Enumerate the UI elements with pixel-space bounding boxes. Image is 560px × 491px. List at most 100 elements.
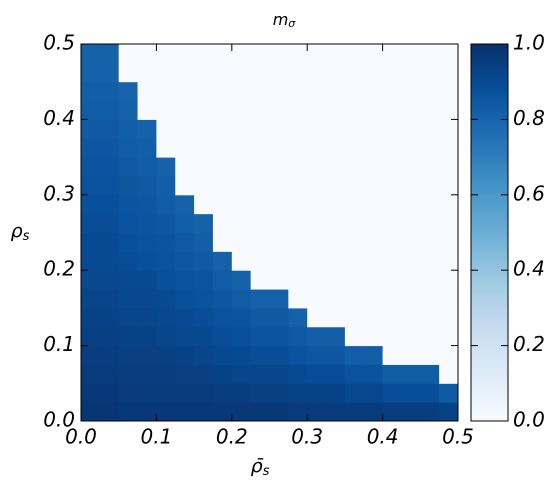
- heatmap-cell: [118, 345, 139, 365]
- heatmap-cell: [269, 251, 289, 271]
- heatmap-cell: [212, 289, 233, 309]
- heatmap-cell: [326, 62, 346, 83]
- heatmap-cell: [194, 81, 214, 102]
- heatmap-cell: [118, 232, 139, 252]
- heatmap-cell: [363, 62, 384, 83]
- heatmap-cell: [269, 100, 289, 120]
- heatmap-cell: [212, 175, 233, 196]
- heatmap-cell: [156, 307, 176, 328]
- heatmap-cell: [250, 289, 270, 309]
- heatmap-cell: [250, 364, 270, 384]
- heatmap-cell: [382, 251, 402, 271]
- heatmap-cell: [175, 157, 195, 177]
- heatmap-cell: [118, 157, 139, 177]
- heatmap-cell: [81, 194, 101, 215]
- heatmap-cell: [307, 307, 327, 328]
- heatmap-cell: [156, 194, 176, 215]
- heatmap-cell: [363, 232, 384, 252]
- heatmap-cell: [156, 270, 176, 290]
- heatmap-cell: [307, 175, 327, 196]
- heatmap-cell: [363, 100, 384, 120]
- heatmap-cell: [344, 270, 365, 290]
- heatmap-cell: [250, 138, 270, 158]
- heatmap-cell: [212, 270, 233, 290]
- heatmap-cell: [194, 402, 214, 422]
- heatmap-cell: [137, 383, 157, 403]
- heatmap-cell: [99, 100, 120, 120]
- heatmap-cell: [81, 345, 101, 365]
- x-tick-label: 0.2: [216, 425, 248, 449]
- heatmap-cell: [344, 251, 365, 271]
- heatmap-cell: [439, 326, 459, 347]
- heatmap-cell: [382, 157, 402, 177]
- heatmap-cell: [363, 213, 384, 233]
- heatmap-cell: [137, 289, 157, 309]
- heatmap-cell: [99, 213, 120, 233]
- heatmap-cell: [118, 326, 139, 347]
- heatmap-cell: [382, 175, 402, 196]
- heatmap-cell: [307, 270, 327, 290]
- heatmap-cell: [194, 232, 214, 252]
- heatmap-cell: [420, 157, 440, 177]
- heatmap-cell: [99, 289, 120, 309]
- heatmap-cell: [307, 213, 327, 233]
- heatmap-cell: [81, 326, 101, 347]
- heatmap-cell: [288, 119, 308, 139]
- heatmap-cell: [156, 44, 176, 64]
- heatmap-cell: [401, 270, 421, 290]
- y-axis-label: ρs: [11, 220, 30, 244]
- heatmap-cell: [81, 138, 101, 158]
- y-label-sub: s: [23, 229, 30, 244]
- heatmap-cell: [250, 402, 270, 422]
- heatmap-cell: [344, 62, 365, 83]
- heatmap-cell: [439, 383, 459, 403]
- heatmap-cell: [212, 307, 233, 328]
- heatmap-cell: [363, 289, 384, 309]
- title-main: m: [273, 10, 289, 29]
- heatmap-cell: [175, 194, 195, 215]
- heatmap-cell: [269, 119, 289, 139]
- heatmap-cell: [269, 44, 289, 64]
- heatmap-cell: [363, 44, 384, 64]
- heatmap-cell: [175, 100, 195, 120]
- heatmap-cell: [156, 100, 176, 120]
- heatmap-cell: [212, 232, 233, 252]
- heatmap-cell: [288, 175, 308, 196]
- heatmap-cell: [99, 251, 120, 271]
- heatmap-cell: [231, 345, 252, 365]
- heatmap-cell: [307, 289, 327, 309]
- heatmap-cell: [81, 62, 101, 83]
- heatmap-cell: [288, 81, 308, 102]
- heatmap-cell: [382, 383, 402, 403]
- heatmap-cell: [250, 119, 270, 139]
- heatmap-cell: [269, 157, 289, 177]
- heatmap-cell: [363, 81, 384, 102]
- heatmap-cell: [194, 251, 214, 271]
- heatmap-cell: [344, 289, 365, 309]
- heatmap-cell: [137, 62, 157, 83]
- y-tick-label: 0.2: [43, 257, 75, 281]
- heatmap-cell: [420, 194, 440, 215]
- heatmap-cell: [344, 383, 365, 403]
- heatmap-cell: [175, 175, 195, 196]
- heatmap-cell: [231, 307, 252, 328]
- heatmap-cell: [231, 251, 252, 271]
- heatmap-cell: [118, 402, 139, 422]
- heatmap-cell: [137, 307, 157, 328]
- heatmap-cell: [382, 232, 402, 252]
- colorbar-tick-label: 0.4: [513, 257, 545, 281]
- heatmap-cell: [99, 157, 120, 177]
- heatmap-cell: [118, 307, 139, 328]
- heatmap-cell: [231, 175, 252, 196]
- heatmap-cell: [231, 270, 252, 290]
- heatmap-cell: [307, 100, 327, 120]
- heatmap-cell: [194, 364, 214, 384]
- heatmap-cell: [363, 157, 384, 177]
- heatmap-cell: [156, 364, 176, 384]
- heatmap-cell: [175, 307, 195, 328]
- y-tick-label: 0.0: [43, 408, 75, 432]
- x-tick-label: 0.0: [65, 425, 97, 449]
- heatmap-cell: [212, 383, 233, 403]
- heatmap-cell: [269, 270, 289, 290]
